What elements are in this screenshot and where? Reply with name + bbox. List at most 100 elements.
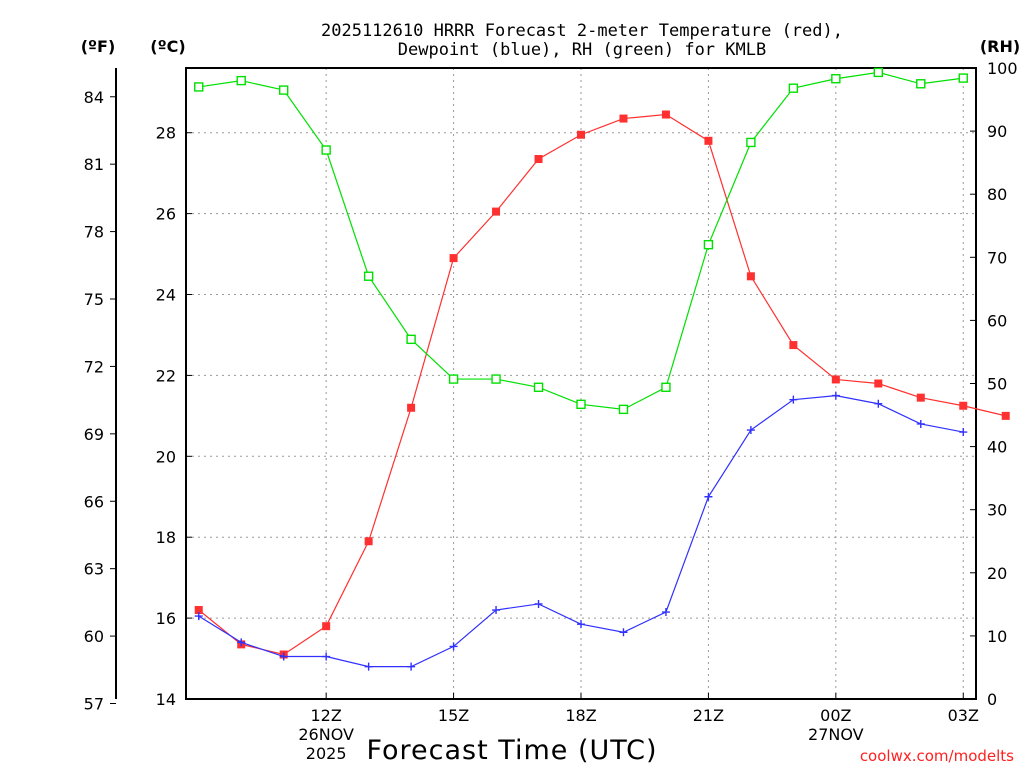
rh-tick-label: 100 (987, 59, 1018, 78)
temperature-point (874, 379, 883, 388)
temperature-point (449, 254, 458, 263)
temperature-point (492, 207, 501, 216)
f-tick-label: 81 (84, 155, 104, 174)
rh-point (533, 382, 544, 392)
f-tick-label: 72 (84, 357, 104, 376)
rh-point (576, 399, 586, 410)
dewpoint-point (789, 395, 798, 404)
x-axis-label: Forecast Time (UTC) (366, 735, 657, 766)
temperature-point (577, 130, 585, 139)
temperature-point (407, 403, 416, 412)
temperature-line (198, 113, 1006, 656)
dewpoint-point (959, 428, 968, 437)
rh-tick-label: 10 (987, 627, 1007, 646)
plot-frame (185, 67, 977, 700)
f-tick-label: 60 (84, 627, 104, 646)
f-tick-label: 75 (84, 290, 104, 309)
dewpoint-point (619, 628, 628, 637)
dewpoint-point (407, 662, 416, 671)
rh-point (916, 79, 926, 89)
dewpoint-point (874, 399, 883, 408)
dewpoint-point (364, 662, 373, 671)
chart-title-line2: Dewpoint (blue), RH (green) for KMLB (398, 40, 766, 60)
rh-point (661, 382, 671, 392)
rh-point (406, 334, 416, 345)
axes: 14 16 18 20 22 24 26 28 57 60 63 66 69 72 75 78 81 84 0 10 2… (84, 59, 1018, 763)
temperature-point (1001, 411, 1010, 420)
x-tick-label: 26NOV (298, 725, 354, 744)
rh-axis-unit: (RH) (980, 37, 1020, 56)
temperature-point (704, 136, 713, 145)
rh-tick-label: 20 (987, 564, 1007, 583)
x-tick-label: 12Z (310, 706, 341, 725)
c-tick-label: 22 (156, 366, 176, 385)
x-tick-label: 18Z (565, 706, 596, 725)
rh-tick-label: 50 (987, 375, 1007, 394)
fahrenheit-axis-unit: (ºF) (81, 37, 116, 56)
rh-point (788, 83, 799, 93)
rh-tick-label: 70 (987, 248, 1007, 267)
temperature-point (959, 401, 968, 410)
c-tick-label: 20 (156, 447, 176, 466)
x-tick-label: 27NOV (808, 725, 864, 744)
dewpoint-point (492, 606, 501, 615)
rh-point (491, 374, 501, 384)
rh-point (703, 239, 714, 250)
temperature-point (534, 155, 543, 164)
dewpoint-point (916, 419, 925, 428)
x-tick-label: 21Z (693, 706, 724, 725)
temperature-point (364, 537, 373, 546)
c-tick-label: 16 (156, 609, 176, 628)
f-tick-label: 66 (84, 492, 104, 511)
temperature-point (831, 375, 840, 384)
rh-point (831, 74, 841, 84)
dewpoint-point (661, 608, 670, 617)
watermark: coolwx.com/modelts (860, 747, 1014, 765)
dewpoint-point (704, 492, 713, 501)
rh-tick-label: 30 (987, 501, 1007, 520)
rh-tick-label: 60 (987, 311, 1007, 330)
c-tick-label: 28 (156, 124, 176, 143)
series-layer (194, 67, 1010, 671)
rh-point (278, 85, 289, 95)
rh-point (618, 404, 629, 415)
x-tick-label: 03Z (948, 706, 979, 725)
temperature-point (619, 114, 628, 123)
x-tick-label: 2025 (306, 744, 347, 763)
rh-point (958, 73, 968, 83)
f-tick-label: 57 (84, 694, 104, 713)
rh-point (236, 75, 246, 86)
rh-point (363, 271, 374, 281)
dewpoint-point (831, 391, 840, 400)
celsius-axis-unit: (ºC) (150, 37, 185, 56)
c-tick-label: 26 (156, 205, 176, 224)
dewpoint-point (534, 599, 543, 608)
rh-point (746, 137, 756, 148)
rh-tick-label: 0 (987, 690, 997, 709)
temperature-point (789, 341, 798, 350)
dewpoint-point (237, 638, 246, 647)
c-tick-label: 24 (156, 286, 176, 305)
f-tick-label: 84 (84, 88, 104, 107)
temperature-point (916, 393, 925, 402)
c-tick-label: 14 (156, 690, 176, 709)
temperature-point (661, 110, 670, 119)
dewpoint-point (449, 642, 458, 651)
f-tick-label: 63 (84, 560, 104, 579)
dewpoint-point (194, 612, 203, 621)
temperature-point (194, 606, 203, 615)
c-tick-label: 18 (156, 528, 176, 547)
dewpoint-point (577, 620, 585, 629)
temperature-point (746, 272, 755, 281)
rh-point (194, 82, 204, 92)
rh-tick-label: 90 (987, 122, 1007, 141)
temperature-point (322, 622, 331, 631)
dewpoint-point (746, 426, 755, 435)
rh-tick-label: 80 (987, 185, 1007, 204)
x-tick-label: 00Z (820, 706, 851, 725)
rh-point (321, 145, 331, 155)
rh-point (448, 374, 459, 384)
x-tick-label: 15Z (438, 706, 469, 725)
dewpoint-point (279, 652, 288, 661)
